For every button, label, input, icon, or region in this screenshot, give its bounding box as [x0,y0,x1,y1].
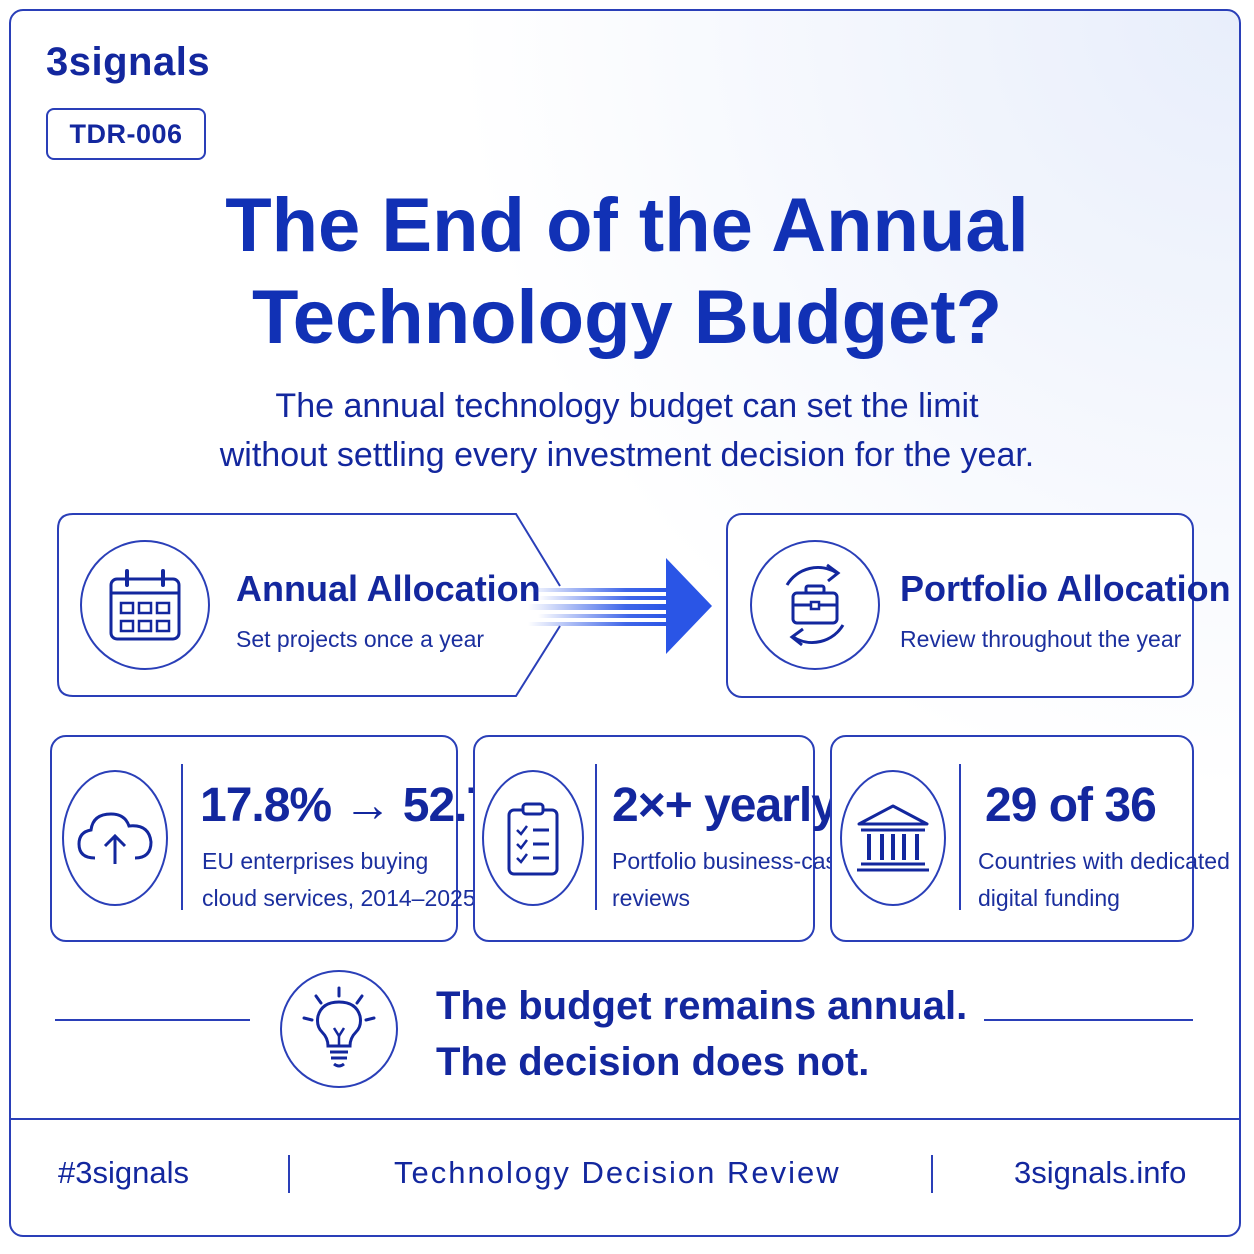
conclusion-text: The budget remains annual. The decision … [436,978,967,1090]
stat-value-funding: 29 of 36 [985,779,1157,832]
footer-series: Technology Decision Review [394,1155,841,1190]
stat-divider [959,764,961,910]
footer-hashtag: #3signals [58,1155,189,1190]
stat-label-reviews-line-2: reviews [612,885,690,911]
clipboard-checklist-icon [482,770,584,906]
annual-allocation-title: Annual Allocation [236,568,541,609]
stat-label-cloud-line-1: EU enterprises buying [202,848,429,874]
subtitle-line-2: without settling every investment decisi… [219,436,1035,474]
stat-divider [595,764,597,910]
page-title: The End of the Annual Technology Budget? [0,180,1254,364]
stat-label-funding-line-1: Countries with dedicated [978,848,1230,874]
title-line-1: The End of the Annual [225,183,1029,268]
stat-label-funding: Countries with dedicated digital funding [978,843,1230,917]
issue-tag: TDR-006 [46,108,206,160]
title-line-2: Technology Budget? [251,275,1003,360]
conclusion-rule-left [55,1019,250,1021]
bank-building-icon [840,770,946,906]
stat-divider [181,764,183,910]
stat-label-reviews: Portfolio business-case reviews [612,843,850,917]
stat-value-reviews: 2×+ yearly [612,779,838,832]
transition-arrow-icon [528,558,712,654]
footer-site-link[interactable]: 3signals.info [1014,1155,1187,1190]
footer-rule [10,1118,1240,1120]
stat-label-cloud-line-2: cloud services, 2014–2025 [202,885,476,911]
calendar-icon [80,540,210,670]
lightbulb-icon [280,970,398,1088]
footer-divider [288,1155,290,1193]
portfolio-allocation-desc: Review throughout the year [900,626,1182,652]
page-subtitle: The annual technology budget can set the… [0,382,1254,480]
cloud-upload-icon [62,770,168,906]
conclusion-rule-right [984,1019,1193,1021]
portfolio-allocation-title: Portfolio Allocation [900,568,1231,609]
conclusion-line-1: The budget remains annual. [436,984,968,1028]
footer-divider [931,1155,933,1193]
conclusion-line-2: The decision does not. [436,1040,870,1084]
stat-label-funding-line-2: digital funding [978,885,1120,911]
annual-allocation-desc: Set projects once a year [236,626,485,652]
briefcase-cycle-icon [750,540,880,670]
stat-label-cloud: EU enterprises buying cloud services, 20… [202,843,476,917]
brand-logo: 3signals [46,40,211,84]
stat-label-reviews-line-1: Portfolio business-case [612,848,850,874]
subtitle-line-1: The annual technology budget can set the… [275,387,979,425]
